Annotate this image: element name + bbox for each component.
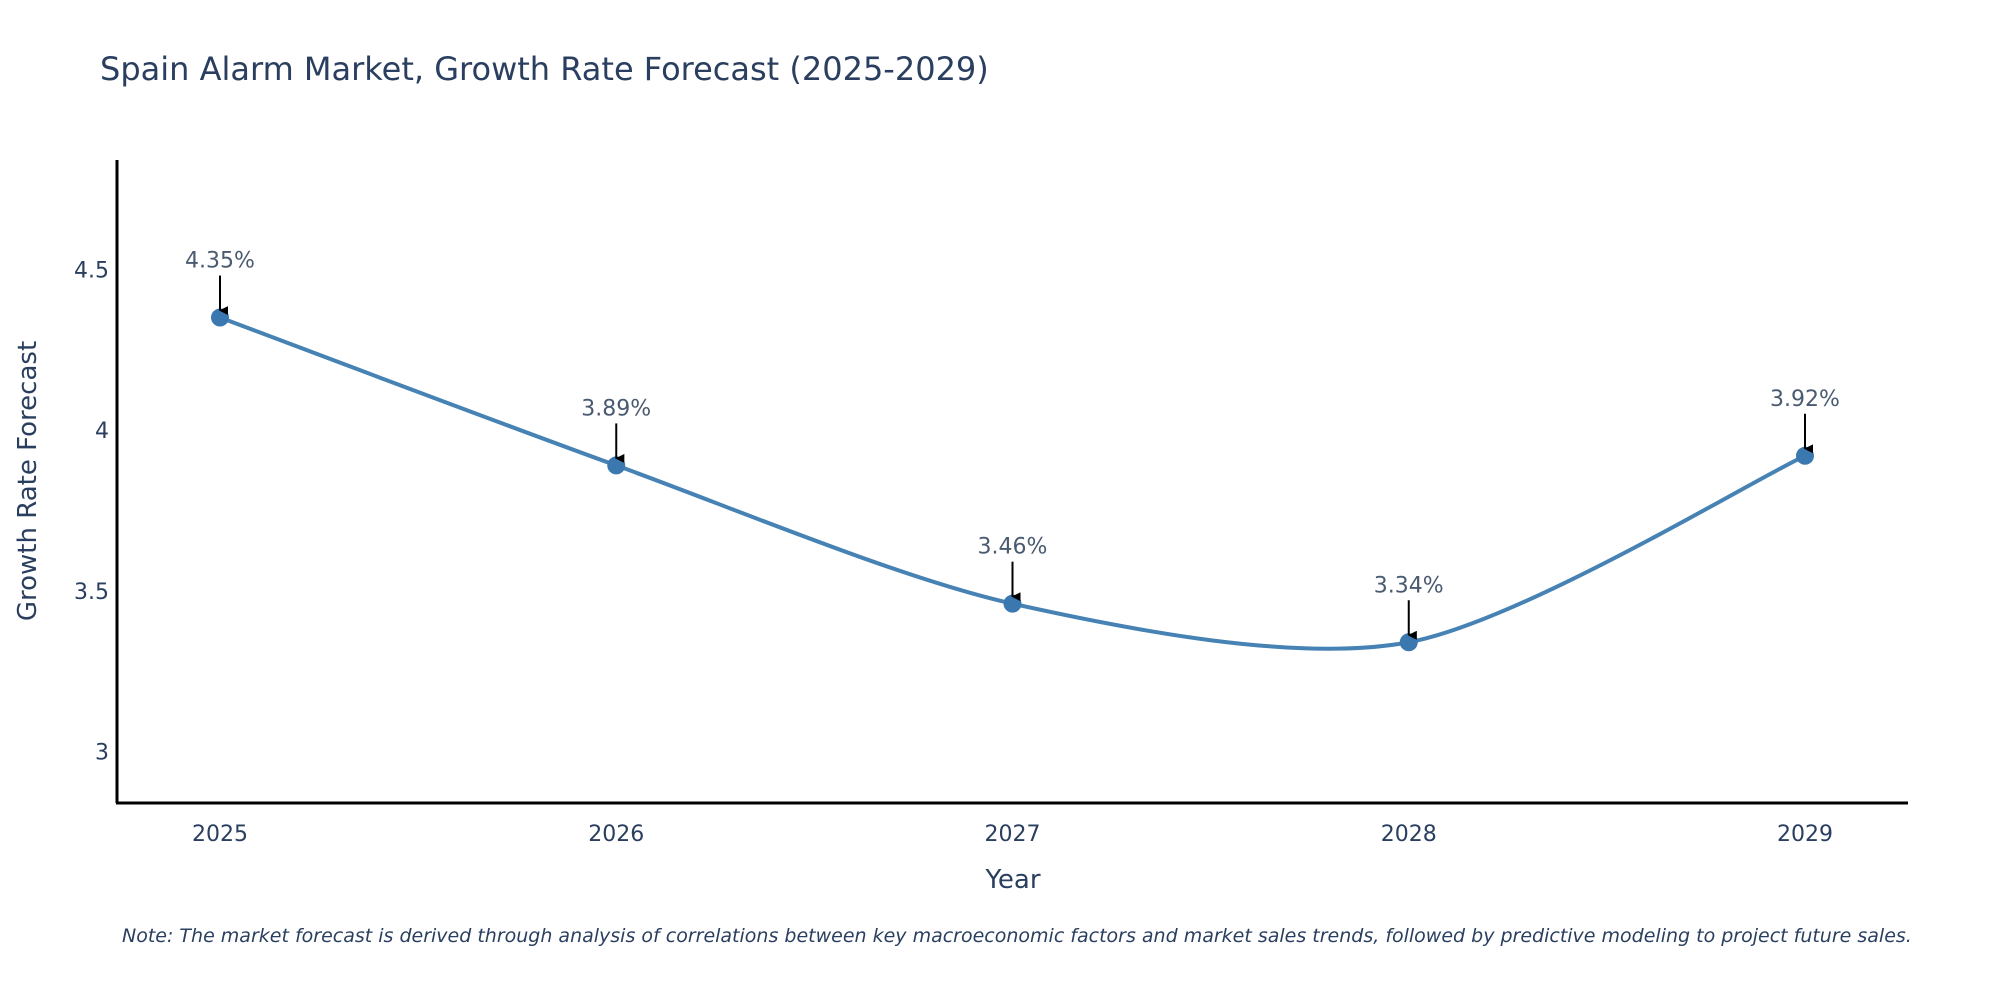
plot-area: 3 3.5 4 4.5 2025 2026 2027 2028 2029 4.35% 3.89%… [74,160,1908,847]
chart-note: Note: The market forecast is derived thr… [122,925,1912,947]
data-label: 3.92% [1770,387,1840,412]
x-axis-title: Year [984,865,1040,895]
data-point[interactable] [1003,594,1022,613]
x-tick-label: 2029 [1777,822,1833,847]
y-tick-label: 3 [95,741,109,766]
chart-title: Spain Alarm Market, Growth Rate Forecast… [100,50,989,88]
y-tick-label: 4 [95,419,109,444]
x-tick-labels: 2025 2026 2027 2028 2029 [192,822,1833,847]
data-point[interactable] [211,308,229,327]
data-label: 3.46% [978,535,1048,560]
data-label: 3.89% [581,396,651,421]
x-tick-label: 2028 [1381,822,1437,847]
x-tick-label: 2027 [985,822,1041,847]
data-point[interactable] [1796,446,1814,465]
data-annotations: 4.35% 3.89% 3.46% 3.34% 3.92% [185,249,1840,640]
data-point[interactable] [607,456,626,475]
y-tick-label: 4.5 [74,258,109,283]
x-tick-label: 2025 [192,822,248,847]
y-axis-title: Growth Rate Forecast [13,341,43,621]
y-tick-labels: 3 3.5 4 4.5 [74,258,109,765]
y-tick-label: 3.5 [74,580,109,605]
data-label: 3.34% [1374,573,1444,598]
data-label: 4.35% [185,249,255,274]
x-tick-label: 2026 [588,822,644,847]
data-point[interactable] [1399,633,1418,652]
data-markers [211,308,1814,652]
